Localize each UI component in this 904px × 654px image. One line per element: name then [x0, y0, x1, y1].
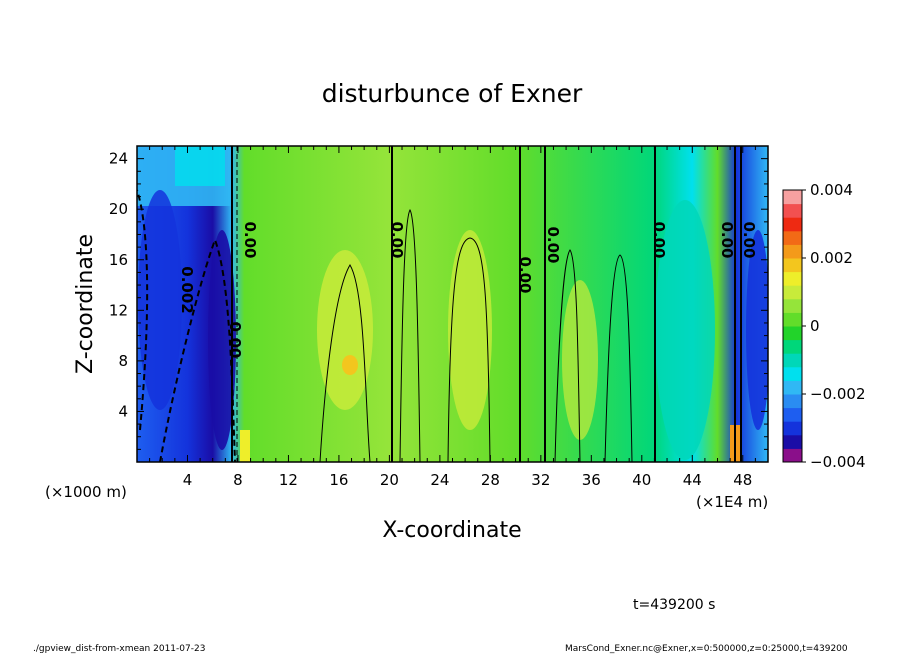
heatmap-patch-blue-right [746, 230, 768, 430]
colorbar-swatch [783, 407, 802, 422]
colorbar-tick-label: −0.002 [810, 385, 866, 403]
heatmap-patch-teal [655, 200, 715, 460]
colorbar-swatch [783, 434, 802, 449]
colorbar-swatch [783, 326, 802, 341]
time-annotation: t=439200 s [633, 597, 715, 613]
colorbar-swatch [783, 258, 802, 273]
heatmap-patch-yellow-bottom [240, 430, 250, 462]
colorbar-swatch [783, 394, 802, 409]
contour-label: 0.00 [740, 221, 758, 258]
x-unit-right: (×1E4 m) [696, 493, 768, 511]
x-tick-label: 24 [430, 471, 449, 489]
heatmap-patch-yellow-2 [448, 230, 492, 430]
colorbar-swatch [783, 217, 802, 232]
footer-right: MarsCond_Exner.nc@Exner,x=0:500000,z=0:2… [565, 644, 848, 654]
colorbar-swatch [783, 190, 802, 205]
heatmap-patch-blue-left [138, 190, 182, 410]
colorbar-swatch [783, 312, 802, 327]
colorbar-tick-label: 0.004 [810, 181, 853, 199]
x-tick-label: 40 [632, 471, 651, 489]
y-axis: 4 8 12 16 20 24 [109, 150, 768, 450]
x-tick-label: 28 [481, 471, 500, 489]
contour-label: 0.00 [544, 226, 562, 263]
colorbar-swatch [783, 203, 802, 218]
heatmap-patch-yellow-1 [317, 250, 373, 410]
x-tick-label: 16 [329, 471, 348, 489]
colorbar-tick-label: −0.004 [810, 453, 866, 471]
y-tick-label: 16 [109, 251, 128, 269]
contour-dashed-1 [137, 189, 149, 431]
heatmap-patch-cyan-top [175, 146, 225, 186]
colorbar-swatch [783, 244, 802, 259]
colorbar-swatch [783, 285, 802, 300]
contour-label: 0.00 [516, 256, 534, 293]
heatmap-field [137, 146, 768, 462]
colorbar-swatch [783, 271, 802, 286]
heatmap-patch-yellow-3 [562, 280, 598, 440]
y-axis-title: Z-coordinate [73, 234, 98, 374]
contour-label: 0.00 [650, 221, 668, 258]
colorbar-swatch [783, 298, 802, 313]
heatmap-patch-darkblue [208, 230, 236, 450]
x-tick-label: 36 [582, 471, 601, 489]
x-tick-label: 32 [531, 471, 550, 489]
y-tick-label: 8 [118, 352, 128, 370]
y-tick-label: 24 [109, 150, 128, 168]
contour-label: 0.00 [241, 221, 259, 258]
colorbar-swatch [783, 421, 802, 436]
x-tick-label: 8 [233, 471, 243, 489]
colorbar-tick-label: 0 [810, 317, 820, 335]
contour-label: 0.00 [226, 321, 244, 358]
contour-label: 0.00 [388, 221, 406, 258]
chart-title: disturbunce of Exner [322, 79, 583, 108]
contour-thin-3 [447, 237, 491, 462]
x-tick-label: 20 [380, 471, 399, 489]
y-tick-label: 20 [109, 200, 128, 218]
x-tick-label: 12 [279, 471, 298, 489]
x-tick-label: 48 [733, 471, 752, 489]
colorbar-swatch [783, 448, 802, 463]
contour-thin-2 [399, 209, 421, 462]
contour-label: 0.002 [178, 266, 196, 313]
y-tick-label: 12 [109, 301, 128, 319]
colorbar: 0.004 0.002 0 −0.002 −0.004 [782, 181, 866, 471]
contour-thin-1 [319, 264, 371, 462]
x-unit-left: (×1000 m) [45, 483, 127, 501]
contour-label: 0.00 [718, 221, 736, 258]
colorbar-swatch [783, 380, 802, 395]
colorbar-tick-label: 0.002 [810, 249, 853, 267]
y-tick-label: 4 [118, 402, 128, 420]
contour-thin-5 [604, 254, 633, 462]
colorbar-swatch [783, 339, 802, 354]
colorbar-swatch [783, 230, 802, 245]
colorbar-swatch [783, 366, 802, 381]
colorbar-swatch [783, 353, 802, 368]
x-axis: 4 8 12 16 20 24 28 32 36 40 44 48 [149, 146, 756, 489]
contour-thin-4 [554, 249, 581, 462]
heatmap-patch-orange-1 [342, 355, 358, 375]
x-tick-label: 44 [683, 471, 702, 489]
x-tick-label: 4 [183, 471, 193, 489]
x-axis-title: X-coordinate [382, 518, 521, 543]
footer-left: ./gpview_dist-from-xmean 2011-07-23 [33, 644, 205, 654]
